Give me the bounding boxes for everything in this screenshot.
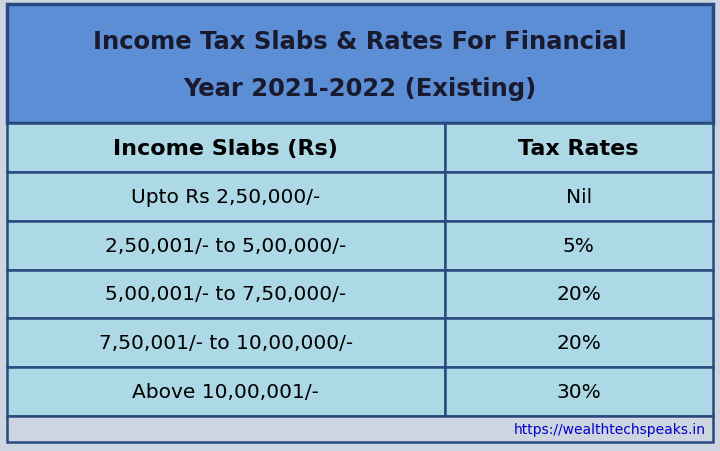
Bar — [445, 318, 713, 367]
Text: 20%: 20% — [557, 285, 601, 304]
Bar — [7, 5, 713, 124]
Bar — [445, 367, 713, 416]
Text: Above 10,00,001/-: Above 10,00,001/- — [132, 382, 320, 401]
Bar — [7, 270, 445, 318]
Text: 20%: 20% — [557, 333, 601, 352]
Text: Upto Rs 2,50,000/-: Upto Rs 2,50,000/- — [131, 188, 320, 207]
Bar — [445, 173, 713, 221]
Text: 30%: 30% — [557, 382, 601, 401]
Bar — [445, 124, 713, 173]
Bar — [7, 124, 445, 173]
Text: 2,50,001/- to 5,00,000/-: 2,50,001/- to 5,00,000/- — [105, 236, 346, 255]
Bar — [7, 221, 445, 270]
Text: Income Tax Slabs & Rates For Financial: Income Tax Slabs & Rates For Financial — [93, 30, 627, 54]
Bar — [7, 367, 445, 416]
Bar — [7, 173, 445, 221]
Text: Tax Rates: Tax Rates — [518, 138, 639, 158]
Bar — [7, 416, 713, 442]
Text: Nil: Nil — [566, 188, 592, 207]
Bar — [7, 318, 445, 367]
Text: https://wealthtechspeaks.in: https://wealthtechspeaks.in — [513, 422, 706, 436]
Text: 7,50,001/- to 10,00,000/-: 7,50,001/- to 10,00,000/- — [99, 333, 353, 352]
Text: Income Slabs (Rs): Income Slabs (Rs) — [114, 138, 338, 158]
Bar — [445, 270, 713, 318]
Text: 5,00,001/- to 7,50,000/-: 5,00,001/- to 7,50,000/- — [105, 285, 346, 304]
Bar — [445, 221, 713, 270]
Text: 5%: 5% — [563, 236, 595, 255]
Text: Year 2021-2022 (Existing): Year 2021-2022 (Existing) — [184, 77, 536, 101]
